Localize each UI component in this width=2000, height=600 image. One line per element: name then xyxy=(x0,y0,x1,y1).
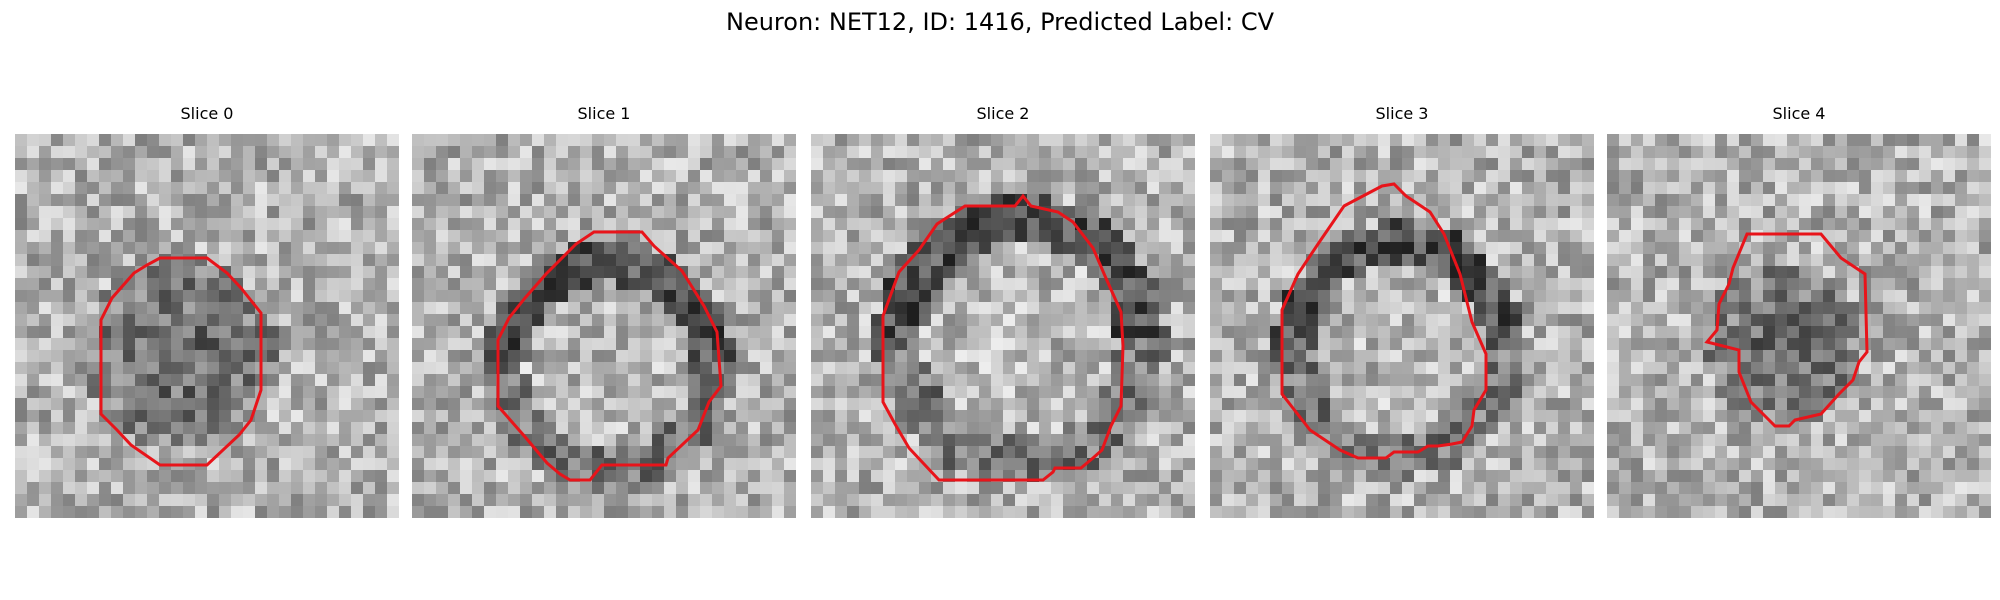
slice-title: Slice 3 xyxy=(1375,104,1429,123)
slice-image xyxy=(1210,134,1594,518)
roi-contour xyxy=(1280,182,1488,460)
slice-image xyxy=(811,134,1195,518)
slice-title: Slice 2 xyxy=(976,104,1030,123)
slice-image xyxy=(412,134,796,518)
roi-contour xyxy=(496,230,723,482)
slice-title: Slice 4 xyxy=(1772,104,1826,123)
roi-contour xyxy=(99,256,263,467)
figure-title: Neuron: NET12, ID: 1416, Predicted Label… xyxy=(726,8,1274,36)
slice-title: Slice 0 xyxy=(180,104,234,123)
roi-contour xyxy=(1704,232,1869,428)
slice-title: Slice 1 xyxy=(577,104,631,123)
slice-image xyxy=(1607,134,1991,518)
slice-image xyxy=(15,134,399,518)
roi-contour xyxy=(881,193,1125,482)
